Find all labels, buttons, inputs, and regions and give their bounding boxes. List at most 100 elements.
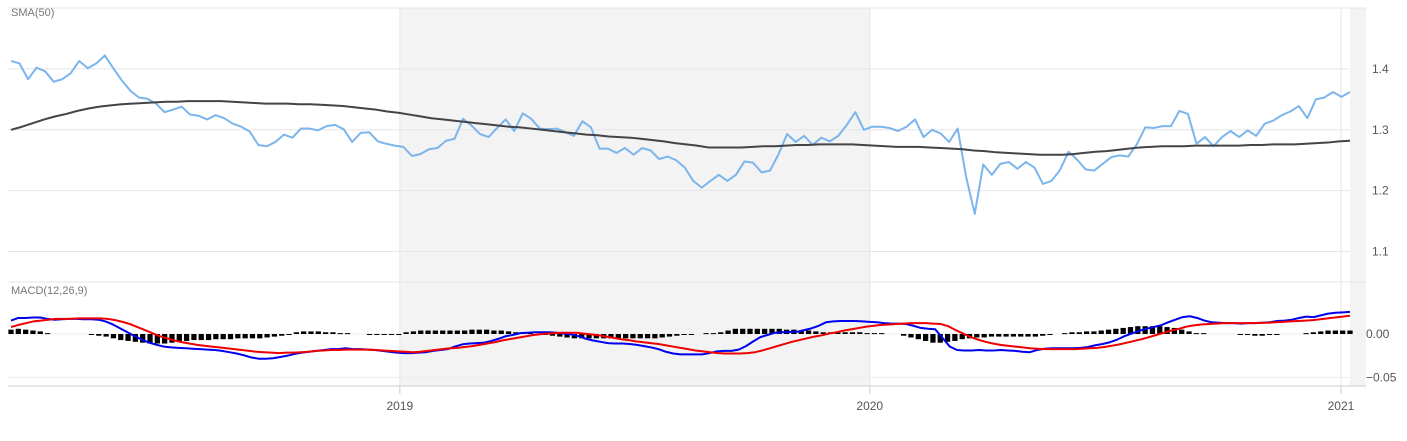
- histogram-bar: [88, 334, 95, 335]
- histogram-bar: [644, 334, 651, 339]
- histogram-bar: [505, 331, 512, 334]
- histogram-bar: [140, 334, 146, 343]
- histogram-bar: [432, 330, 439, 334]
- histogram-bar: [776, 328, 782, 334]
- histogram-bar: [1127, 327, 1134, 334]
- histogram-bar: [944, 334, 951, 342]
- sma-y-tick-label: 1.2: [1372, 184, 1389, 198]
- histogram-bar: [1201, 333, 1207, 335]
- histogram-bar: [915, 334, 921, 340]
- gridlines: [8, 7, 1366, 394]
- histogram-bar: [615, 334, 621, 339]
- sma50-line: [10, 100, 1351, 156]
- histogram-bar: [666, 334, 673, 337]
- histogram-bar: [1237, 334, 1243, 335]
- histogram-bar: [1303, 333, 1309, 335]
- histogram-bar: [820, 332, 826, 334]
- histogram-bar: [498, 330, 504, 334]
- histogram-bar: [652, 334, 658, 339]
- histogram-bar: [1164, 327, 1170, 334]
- histogram-bar: [849, 332, 856, 334]
- histogram-bar: [842, 332, 848, 334]
- histogram-bar: [293, 332, 299, 334]
- histogram-bar: [930, 334, 936, 343]
- histogram-bar: [1098, 330, 1104, 334]
- histogram-bar: [527, 333, 534, 335]
- histogram-bar: [1274, 334, 1280, 335]
- price-line: [10, 54, 1351, 215]
- histogram-bar: [125, 334, 131, 341]
- histogram-bar: [1252, 334, 1258, 336]
- macd-y-tick-label: −0.05: [1366, 370, 1397, 384]
- histogram-bar: [103, 334, 109, 337]
- histogram-bar: [1193, 333, 1199, 335]
- histogram-bar: [1040, 334, 1046, 336]
- histogram-bar: [732, 328, 739, 334]
- histogram-bar: [476, 329, 482, 334]
- histogram-bar: [1105, 329, 1112, 334]
- histogram-bar: [337, 333, 343, 335]
- histogram-bar: [725, 330, 731, 334]
- histogram-bar: [374, 334, 380, 335]
- histogram-bar: [227, 334, 234, 340]
- histogram-bar: [1135, 326, 1141, 334]
- histogram-bar: [1062, 333, 1068, 335]
- histogram-bar: [871, 333, 878, 335]
- histogram-bar: [908, 334, 914, 338]
- histogram-bar: [959, 334, 965, 340]
- histogram-bar: [718, 332, 724, 334]
- histogram-bar: [747, 328, 753, 334]
- histogram-bar: [608, 334, 614, 339]
- histogram-bar: [586, 334, 592, 339]
- histogram-bar: [857, 332, 863, 334]
- plot-series: [8, 54, 1353, 360]
- x-tick-label: 2020: [856, 399, 883, 413]
- histogram-bar: [118, 334, 124, 341]
- histogram-bar: [754, 328, 760, 334]
- histogram-bar: [308, 331, 314, 334]
- shaded-band-2019: [399, 8, 870, 386]
- histogram-bar: [1010, 334, 1017, 337]
- histogram-bar: [315, 331, 321, 334]
- histogram-bar: [286, 334, 292, 335]
- histogram-bar: [1171, 327, 1178, 334]
- histogram-bar: [213, 334, 219, 340]
- histogram-bar: [169, 334, 175, 343]
- histogram-bar: [988, 334, 995, 337]
- histogram-bar: [418, 330, 424, 334]
- histogram-bar: [937, 334, 943, 343]
- histogram-bar: [462, 330, 468, 334]
- histogram-bar: [835, 332, 841, 334]
- histogram-bar: [674, 334, 680, 336]
- histogram-bar: [549, 334, 556, 336]
- histogram-bar: [798, 330, 804, 334]
- macd-y-tick-label: 0.00: [1366, 327, 1390, 341]
- histogram-bar: [593, 334, 599, 339]
- histogram-bar: [1113, 328, 1119, 334]
- histogram-bar: [454, 330, 460, 334]
- histogram-bar: [447, 330, 453, 334]
- histogram-bar: [901, 334, 907, 336]
- histogram-bar: [564, 334, 570, 338]
- histogram-bar: [996, 334, 1002, 337]
- histogram-bar: [1018, 334, 1024, 337]
- histogram-bar: [191, 334, 197, 341]
- histogram-bar: [8, 329, 14, 334]
- histogram-bar: [381, 334, 387, 335]
- histogram-bar: [440, 330, 446, 334]
- histogram-bar: [1120, 327, 1126, 334]
- axis-labels: 1.1 1.2 1.3 1.4 0.00 −0.05 2019 2020 2021: [386, 62, 1396, 413]
- histogram-bar: [579, 334, 585, 339]
- histogram-bar: [557, 334, 563, 337]
- histogram-bar: [396, 334, 402, 335]
- histogram-bar: [1244, 334, 1251, 335]
- histogram-bar: [154, 334, 160, 344]
- histogram-bar: [637, 334, 643, 339]
- histogram-bar: [249, 334, 256, 339]
- shaded-bands: [399, 8, 1366, 386]
- histogram-bar: [410, 331, 417, 334]
- histogram-bar: [1179, 329, 1185, 334]
- histogram-bar: [301, 331, 307, 334]
- histogram-bar: [23, 329, 29, 334]
